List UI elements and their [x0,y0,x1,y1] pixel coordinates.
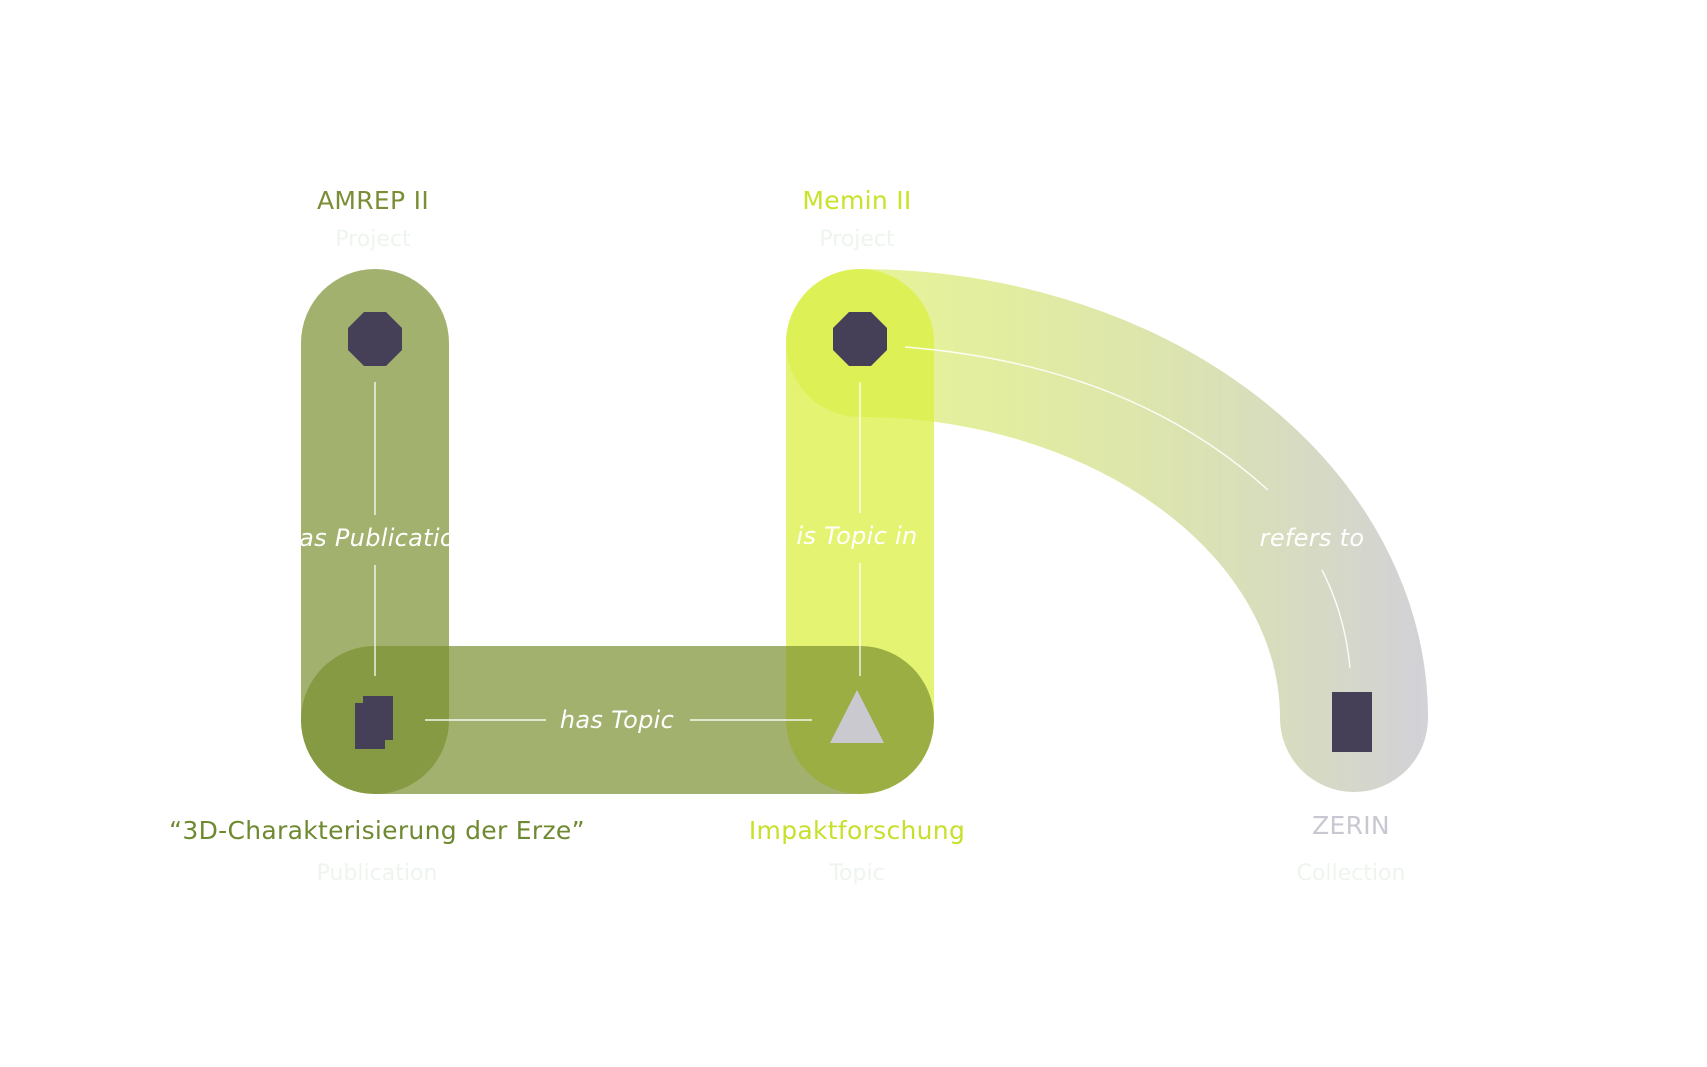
octagon-icon [833,312,887,366]
node-title-topic: Impaktforschung [748,816,966,845]
band-refers-to [786,269,1428,792]
node-type-amrep: Project [335,227,411,252]
edge-label-has-publication: has Publication [283,524,471,552]
edge-label-refers-to: refers to [1259,524,1365,552]
edge-label-is-topic-in: is Topic in [796,522,918,550]
triangle-icon [830,690,884,743]
node-title-zerin: ZERIN [1312,811,1390,840]
node-type-zerin: Collection [1296,861,1406,886]
connector-line [1321,569,1351,669]
node-type-memin: Project [819,227,895,252]
node-title-publication: “3D-Charakterisierung der Erze” [169,816,585,845]
octagon-icon [348,312,402,366]
node-title-amrep: AMREP II [316,186,430,215]
edge-label-has-topic: has Topic [559,706,675,734]
rectangle-icon [1332,692,1372,752]
node-title-memin: Memin II [802,186,912,215]
node-type-publication: Publication [316,861,438,886]
connector-line [904,346,1269,491]
node-type-topic: Topic [829,861,885,886]
document-stack-icon [355,696,393,749]
